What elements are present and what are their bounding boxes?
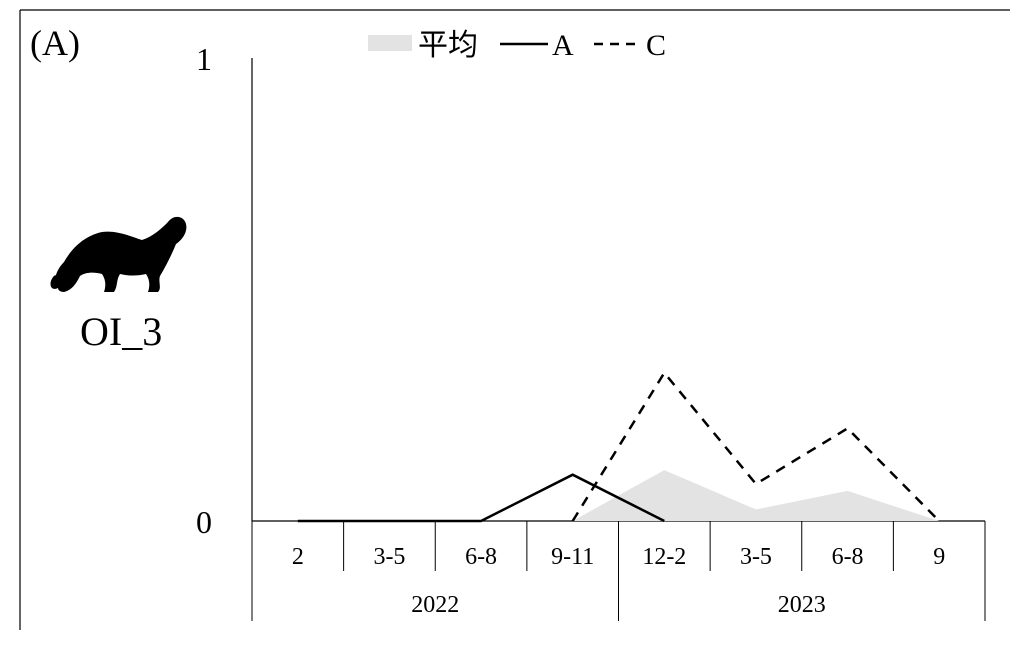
y-tick-1: 1 bbox=[196, 41, 212, 77]
x-tick-label: 6-8 bbox=[832, 544, 864, 570]
series-area-avg bbox=[573, 470, 940, 521]
x-group-label: 2022 bbox=[411, 592, 459, 618]
legend-swatch-avg bbox=[368, 35, 412, 51]
legend-label-avg: 平均 bbox=[418, 29, 478, 62]
legend-label-a: A bbox=[552, 29, 574, 62]
x-tick-label: 9 bbox=[933, 544, 945, 570]
y-tick-0: 0 bbox=[196, 504, 212, 540]
x-tick-label: 3-5 bbox=[740, 544, 772, 570]
legend: 平均 A C bbox=[368, 29, 666, 62]
x-tick-label: 2 bbox=[292, 544, 304, 570]
legend-label-c: C bbox=[646, 29, 666, 62]
x-tick-label: 6-8 bbox=[465, 544, 497, 570]
x-tick-label: 3-5 bbox=[373, 544, 405, 570]
x-tick-label: 12-2 bbox=[642, 544, 686, 570]
x-group-label: 2023 bbox=[778, 592, 826, 618]
x-tick-label: 9-11 bbox=[551, 544, 594, 570]
